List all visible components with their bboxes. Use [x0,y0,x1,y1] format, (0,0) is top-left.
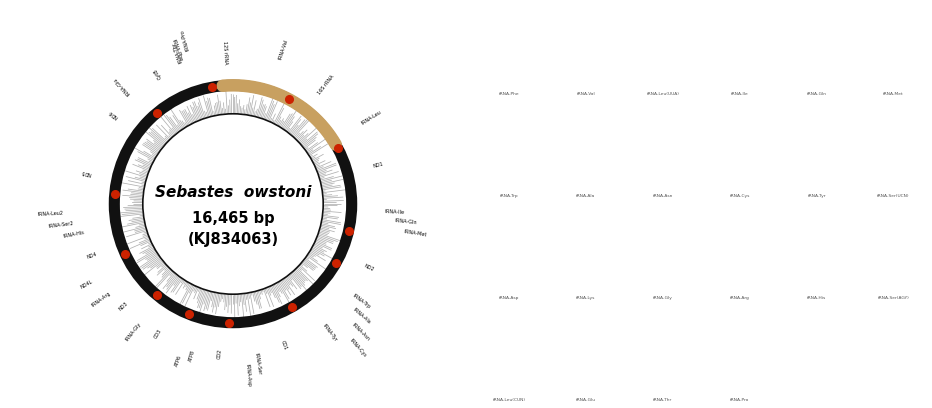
Text: tRNA-Met: tRNA-Met [884,92,904,96]
Text: tRNA-Met: tRNA-Met [404,228,428,237]
Text: tRNA-Val: tRNA-Val [577,92,596,96]
Text: tRNA-Pro: tRNA-Pro [730,398,749,402]
Text: ATP6: ATP6 [174,355,184,368]
Text: CytB: CytB [153,67,163,80]
Text: tRNA-Ser(UCN): tRNA-Ser(UCN) [877,194,910,198]
Text: Sebastes  owstoni: Sebastes owstoni [155,185,311,200]
Text: tRNA-Phe: tRNA-Phe [171,39,184,62]
Text: tRNA-Ile: tRNA-Ile [731,92,748,96]
Text: tRNA-Leu2: tRNA-Leu2 [37,211,63,217]
Text: ND2: ND2 [363,263,375,272]
Text: (KJ834063): (KJ834063) [187,232,279,247]
Text: tRNA-Arg: tRNA-Arg [91,290,113,308]
Text: tRNA-Gly: tRNA-Gly [653,296,673,300]
Text: tRNA-Cys: tRNA-Cys [349,338,367,358]
Text: tRNA-Asn: tRNA-Asn [652,194,673,198]
Text: 12S rRNA: 12S rRNA [222,40,228,64]
Text: tRNA-Gln: tRNA-Gln [394,219,418,226]
Text: 16,465 bp: 16,465 bp [192,211,274,226]
Text: ND4L: ND4L [80,279,94,290]
Text: tRNA-Ser(AGY): tRNA-Ser(AGY) [878,296,910,300]
Text: ND3: ND3 [117,301,129,312]
Text: tRNA-Gly: tRNA-Gly [125,321,143,342]
Text: tRNA-Thr: tRNA-Thr [653,398,673,402]
Text: tRNA-Phe: tRNA-Phe [499,92,519,96]
Text: tRNA-Ile: tRNA-Ile [385,209,404,215]
Text: tRNA-Glu: tRNA-Glu [113,75,132,95]
Text: ATP8: ATP8 [188,349,197,362]
Text: tRNA-Leu: tRNA-Leu [361,109,382,126]
Text: tRNA-Arg: tRNA-Arg [730,296,749,300]
Text: tRNA-Ala: tRNA-Ala [352,307,372,325]
Text: tRNA-Leu(UUA): tRNA-Leu(UUA) [647,92,679,96]
Text: tRNA-Asp: tRNA-Asp [499,296,519,300]
Text: tRNA-Pro: tRNA-Pro [181,28,191,51]
Text: ND1: ND1 [372,161,384,169]
Text: tRNA-His: tRNA-His [807,296,827,300]
Text: tRNA-Asp: tRNA-Asp [244,364,252,387]
Text: tRNA-Lys: tRNA-Lys [576,296,596,300]
Text: tRNA-Glu: tRNA-Glu [576,398,596,402]
Text: tRNA-Ala: tRNA-Ala [576,194,596,198]
Text: tRNA-Ser: tRNA-Ser [254,353,263,375]
Text: tRNA-His: tRNA-His [63,230,86,239]
Text: tRNA-Tyr: tRNA-Tyr [807,194,826,198]
Text: tRNA-Val: tRNA-Val [278,38,289,60]
Text: CO3: CO3 [153,328,163,339]
Text: tRNA-Leu(CUN): tRNA-Leu(CUN) [493,398,526,402]
Text: tRNA-Asn: tRNA-Asn [351,322,371,342]
Text: tRNA-Tyr: tRNA-Tyr [322,323,338,343]
Text: 16S rRNA: 16S rRNA [317,73,336,95]
Text: CO1: CO1 [281,339,288,350]
Text: tRNA-Trp: tRNA-Trp [352,293,372,309]
Text: tRNA-Gln: tRNA-Gln [807,92,827,96]
Text: ND5: ND5 [80,169,92,176]
Text: tRNA-Trp: tRNA-Trp [500,194,518,198]
Text: ND4: ND4 [86,251,98,259]
Text: CO2: CO2 [217,348,223,359]
Text: ND6: ND6 [107,109,119,119]
Text: tRNA-Ser2: tRNA-Ser2 [48,221,75,229]
Text: tRNA-Thr: tRNA-Thr [171,41,184,63]
Text: tRNA-Cys: tRNA-Cys [730,194,750,198]
